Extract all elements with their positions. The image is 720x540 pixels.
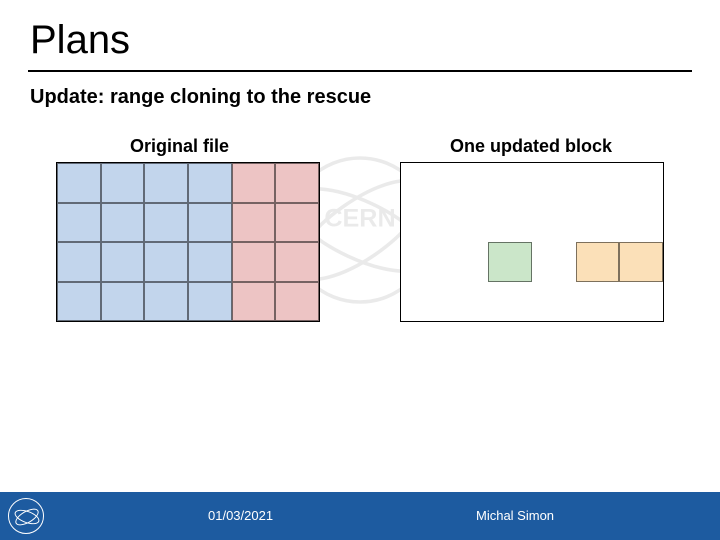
grid-cell bbox=[576, 282, 620, 322]
original-file-grid bbox=[56, 162, 320, 322]
grid-cell bbox=[401, 282, 445, 322]
grid-cell bbox=[144, 163, 188, 203]
grid-cell bbox=[532, 163, 576, 203]
grid-cell bbox=[101, 282, 145, 322]
grid-cell bbox=[488, 163, 532, 203]
grid-cell bbox=[144, 282, 188, 322]
grid-cell bbox=[275, 242, 319, 282]
grid-cell bbox=[445, 203, 489, 243]
grid-cell bbox=[144, 203, 188, 243]
grid-cell bbox=[401, 163, 445, 203]
grid-cell bbox=[445, 163, 489, 203]
grid-cell bbox=[188, 203, 232, 243]
grid-cell bbox=[232, 203, 276, 243]
cern-logo-icon bbox=[8, 498, 44, 534]
grid-cell bbox=[275, 203, 319, 243]
grid-cell bbox=[101, 203, 145, 243]
grid-cell bbox=[445, 282, 489, 322]
grid-cell bbox=[619, 242, 663, 282]
footer-author: Michal Simon bbox=[476, 508, 554, 523]
grid-cell bbox=[57, 203, 101, 243]
grid-cell bbox=[232, 282, 276, 322]
grid-cell bbox=[144, 242, 188, 282]
right-grid-label: One updated block bbox=[450, 136, 612, 157]
grid-cell bbox=[232, 163, 276, 203]
grid-cell bbox=[188, 282, 232, 322]
footer-date: 01/03/2021 bbox=[208, 508, 273, 523]
grid-cell bbox=[188, 242, 232, 282]
grid-cell bbox=[488, 203, 532, 243]
svg-text:CERN: CERN bbox=[324, 204, 395, 232]
grid-cell bbox=[488, 282, 532, 322]
grid-cell bbox=[619, 203, 663, 243]
grid-cell bbox=[401, 242, 445, 282]
grid-cell bbox=[275, 163, 319, 203]
grid-cell bbox=[532, 203, 576, 243]
grid-cell bbox=[619, 163, 663, 203]
grid-cell bbox=[488, 242, 532, 282]
grid-cell bbox=[401, 203, 445, 243]
grid-cell bbox=[576, 242, 620, 282]
grid-cell bbox=[232, 242, 276, 282]
grid-cell bbox=[619, 282, 663, 322]
grid-cell bbox=[576, 163, 620, 203]
grid-cell bbox=[275, 282, 319, 322]
grid-cell bbox=[101, 163, 145, 203]
updated-block-grid bbox=[400, 162, 664, 322]
title-underline bbox=[28, 70, 692, 72]
grid-cell bbox=[532, 282, 576, 322]
footer-bar: 01/03/2021 Michal Simon bbox=[0, 492, 720, 540]
page-title: Plans bbox=[30, 18, 130, 63]
subtitle: Update: range cloning to the rescue bbox=[30, 86, 371, 109]
grid-cell bbox=[576, 203, 620, 243]
grid-cell bbox=[532, 242, 576, 282]
grid-cell bbox=[57, 242, 101, 282]
grid-cell bbox=[101, 242, 145, 282]
grid-cell bbox=[445, 242, 489, 282]
grid-cell bbox=[57, 282, 101, 322]
grid-cell bbox=[57, 163, 101, 203]
left-grid-label: Original file bbox=[130, 136, 229, 157]
grid-cell bbox=[188, 163, 232, 203]
